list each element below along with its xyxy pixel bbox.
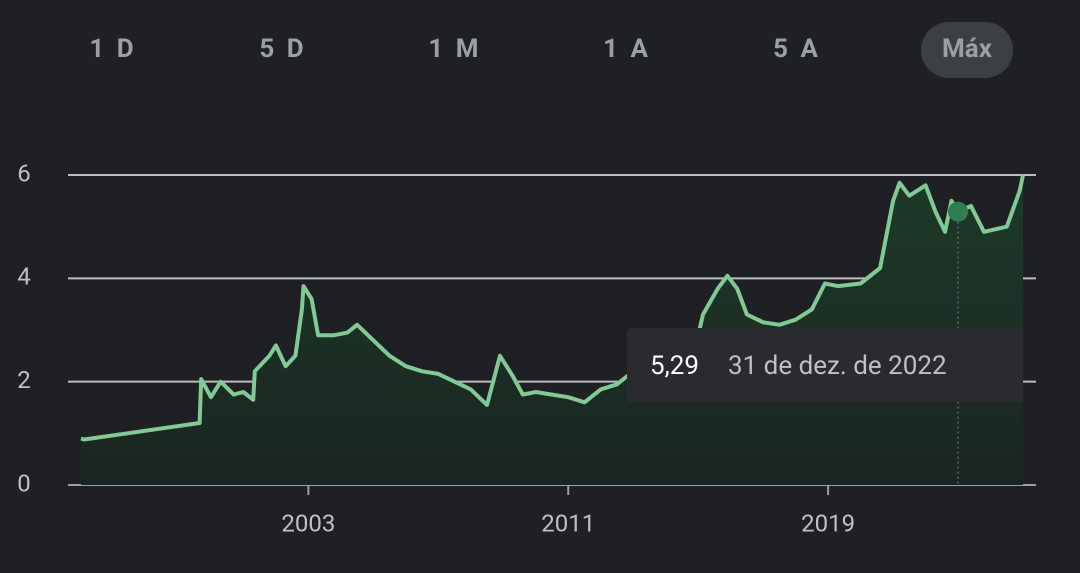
x-tick-label: 2019 xyxy=(801,509,855,537)
y-tick-label: 4 xyxy=(17,263,31,291)
x-tick-label: 2011 xyxy=(541,509,595,537)
tab-selected-bg xyxy=(921,22,1013,78)
tab[interactable]: 5 D xyxy=(259,34,306,64)
tab[interactable]: 1 D xyxy=(89,34,136,64)
tooltip-value: 5,29 xyxy=(650,351,699,381)
tab[interactable]: 1 A xyxy=(603,34,651,64)
tooltip-date: 31 de dez. de 2022 xyxy=(728,351,947,381)
tab[interactable]: 5 A xyxy=(773,34,821,64)
y-tick-label: 2 xyxy=(17,366,31,394)
area xyxy=(80,175,1024,485)
tab[interactable]: Máx xyxy=(942,34,993,64)
hover-point xyxy=(948,201,969,222)
y-tick-label: 0 xyxy=(17,469,31,497)
tab[interactable]: 1 M xyxy=(428,34,481,64)
x-tick-label: 2003 xyxy=(281,509,335,537)
tooltip-bg xyxy=(627,328,1023,402)
line xyxy=(80,174,1025,442)
y-tick-label: 6 xyxy=(17,159,31,187)
